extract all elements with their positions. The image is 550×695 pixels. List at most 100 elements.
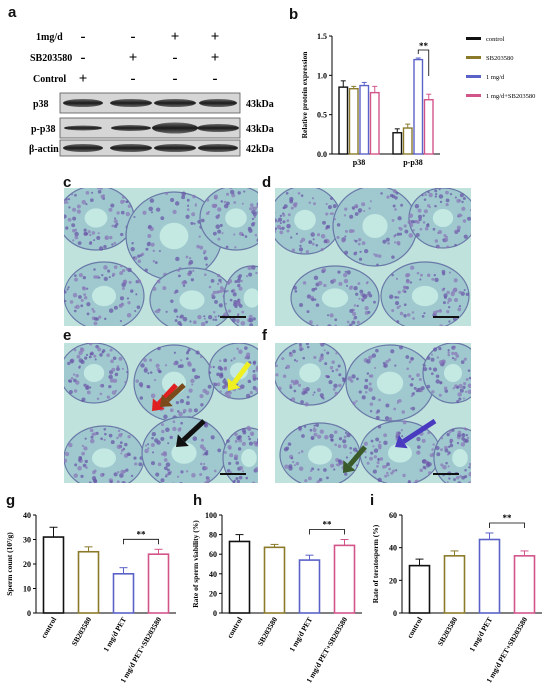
cell-nucleus — [69, 359, 74, 364]
cell-nucleus — [229, 298, 233, 302]
cell-nucleus — [203, 462, 206, 466]
cell-nucleus — [399, 311, 404, 316]
cell-nucleus — [180, 421, 183, 425]
cell-nucleus — [197, 314, 202, 320]
cell-nucleus — [181, 195, 186, 200]
cell-nucleus — [154, 438, 159, 443]
cell-nucleus — [234, 280, 238, 284]
cell-nucleus — [125, 200, 128, 203]
cell-nucleus — [191, 368, 196, 372]
cell-nucleus — [110, 440, 115, 445]
cell-nucleus — [226, 469, 231, 473]
cell-nucleus — [229, 189, 235, 195]
cell-nucleus — [177, 269, 181, 272]
cell-nucleus — [84, 459, 89, 464]
cell-nucleus — [431, 448, 434, 451]
cell-nucleus — [453, 298, 459, 303]
cell-nucleus — [122, 199, 126, 203]
cell-nucleus — [432, 310, 437, 315]
cell-nucleus — [394, 301, 400, 306]
cell-nucleus — [93, 275, 97, 279]
cell-nucleus — [186, 351, 189, 355]
cell-nucleus — [71, 223, 76, 228]
cell-nucleus — [298, 343, 302, 346]
cell-nucleus — [392, 189, 397, 194]
cell-nucleus — [419, 278, 422, 281]
cell-nucleus — [234, 246, 237, 249]
cell-nucleus — [400, 428, 404, 432]
cell-nucleus — [285, 192, 289, 195]
cell-nucleus — [458, 290, 462, 295]
cell-nucleus — [216, 273, 221, 278]
annotation-arrow — [402, 418, 437, 444]
cell-nucleus — [353, 285, 358, 291]
cell-nucleus — [190, 378, 195, 384]
cell-nucleus — [104, 432, 107, 436]
cell-nucleus — [150, 442, 155, 448]
cell-nucleus — [237, 447, 242, 451]
tubule-lumen — [92, 448, 116, 468]
cell-nucleus — [424, 226, 429, 231]
cell-nucleus — [403, 303, 407, 307]
cell-nucleus — [93, 239, 96, 242]
significance-mark: ** — [419, 41, 429, 51]
cell-nucleus — [218, 303, 223, 308]
cell-nucleus — [178, 411, 183, 417]
western-blot-panel: 1mg/d SB203580 Control - - + + - + - + +… — [29, 29, 274, 157]
y-tick-label: 40 — [209, 570, 217, 579]
cell-nucleus — [326, 351, 330, 355]
cell-nucleus — [121, 480, 126, 483]
cell-nucleus — [388, 358, 391, 362]
cell-nucleus — [233, 454, 239, 459]
cell-nucleus — [145, 247, 149, 251]
cell-nucleus — [358, 390, 362, 394]
cell-nucleus — [93, 354, 97, 358]
cell-nucleus — [373, 300, 376, 304]
cell-nucleus — [366, 359, 371, 364]
cell-nucleus — [468, 471, 471, 477]
cell-nucleus — [346, 320, 350, 324]
cell-nucleus — [214, 318, 218, 322]
cell-nucleus — [343, 278, 349, 284]
annotation-arrow — [232, 361, 251, 385]
tubule-lumen — [411, 285, 439, 307]
cell-nucleus — [440, 463, 444, 467]
cell-nucleus — [120, 469, 125, 475]
cell-nucleus — [213, 311, 216, 314]
cell-nucleus — [275, 218, 277, 223]
cell-nucleus — [160, 478, 165, 483]
cell-nucleus — [177, 364, 182, 368]
cell-nucleus — [121, 269, 126, 273]
cell-nucleus — [384, 465, 388, 468]
cell-nucleus — [418, 378, 422, 382]
cell-nucleus — [395, 469, 398, 472]
cell-nucleus — [292, 349, 296, 354]
significance-mark: ** — [137, 529, 147, 539]
cell-nucleus — [275, 227, 278, 231]
cell-nucleus — [364, 390, 368, 394]
cell-nucleus — [102, 473, 105, 476]
cell-nucleus — [352, 311, 357, 316]
cell-nucleus — [465, 292, 470, 296]
cell-nucleus — [82, 463, 87, 468]
cell-nucleus — [301, 434, 305, 438]
cell-nucleus — [372, 469, 377, 474]
cell-nucleus — [147, 385, 151, 389]
cell-nucleus — [463, 382, 467, 386]
cell-nucleus — [315, 243, 319, 247]
cell-nucleus — [416, 271, 420, 275]
cell-nucleus — [177, 427, 182, 432]
cell-nucleus — [195, 350, 200, 355]
cell-nucleus — [276, 224, 282, 230]
cell-nucleus — [458, 397, 462, 401]
cell-nucleus — [467, 383, 471, 388]
cell-nucleus — [85, 466, 88, 469]
cell-nucleus — [444, 448, 449, 453]
cell-nucleus — [351, 206, 355, 210]
cell-nucleus — [114, 372, 119, 377]
cell-nucleus — [293, 389, 297, 393]
cell-nucleus — [147, 372, 150, 375]
cell-nucleus — [385, 403, 390, 408]
cell-nucleus — [234, 439, 238, 443]
cell-nucleus — [344, 235, 347, 238]
